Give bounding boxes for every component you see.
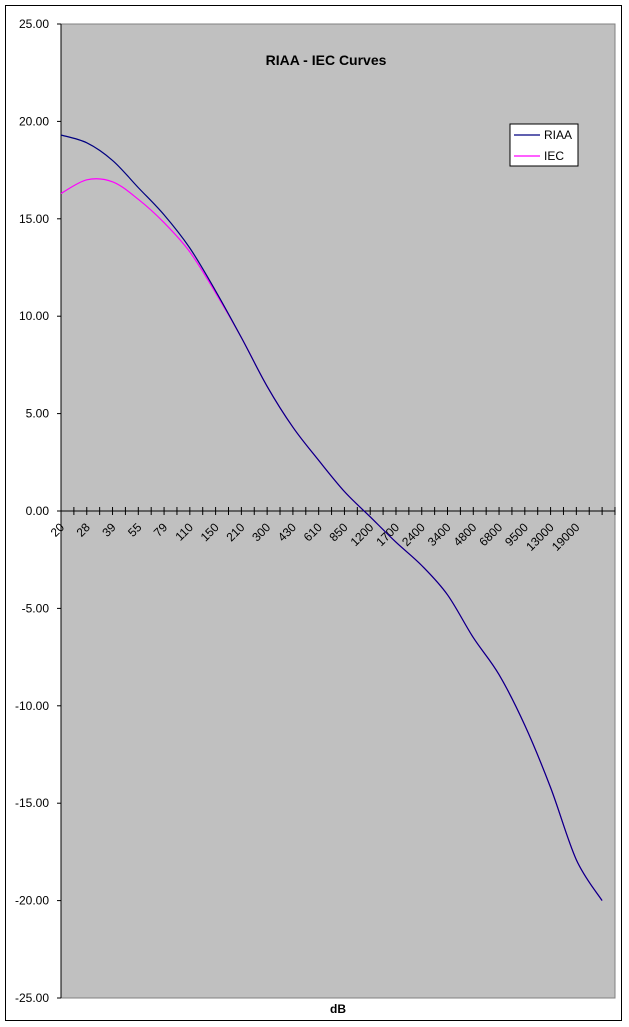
legend-label-riaa: RIAA bbox=[544, 128, 572, 142]
y-tick-label: 10.00 bbox=[19, 309, 49, 323]
y-tick-label: -10.00 bbox=[15, 699, 49, 713]
y-axis: 25.00 20.00 15.00 10.00 5.00 0.00 -5.00 -10.00 -… bbox=[15, 17, 62, 1005]
series-lines bbox=[60, 134, 603, 901]
y-tick-label: 5.00 bbox=[26, 407, 50, 421]
y-tick-label: 20.00 bbox=[19, 114, 49, 128]
y-tick-label: 15.00 bbox=[19, 212, 49, 226]
y-tick-label: -20.00 bbox=[15, 894, 49, 908]
y-tick-label: 0.00 bbox=[26, 504, 50, 518]
chart-title: RIAA - IEC Curves bbox=[266, 52, 387, 68]
y-tick-label: -15.00 bbox=[15, 796, 49, 810]
y-tick-label: 25.00 bbox=[19, 17, 49, 31]
y-tick-label: -25.00 bbox=[15, 991, 49, 1005]
series-line-riaa bbox=[60, 134, 603, 901]
legend-box bbox=[509, 123, 579, 167]
legend-label-iec: IEC bbox=[544, 149, 564, 163]
y-tick-label: -5.00 bbox=[22, 601, 50, 615]
legend: RIAA IEC bbox=[509, 123, 579, 167]
x-axis-label: dB bbox=[330, 1002, 346, 1016]
